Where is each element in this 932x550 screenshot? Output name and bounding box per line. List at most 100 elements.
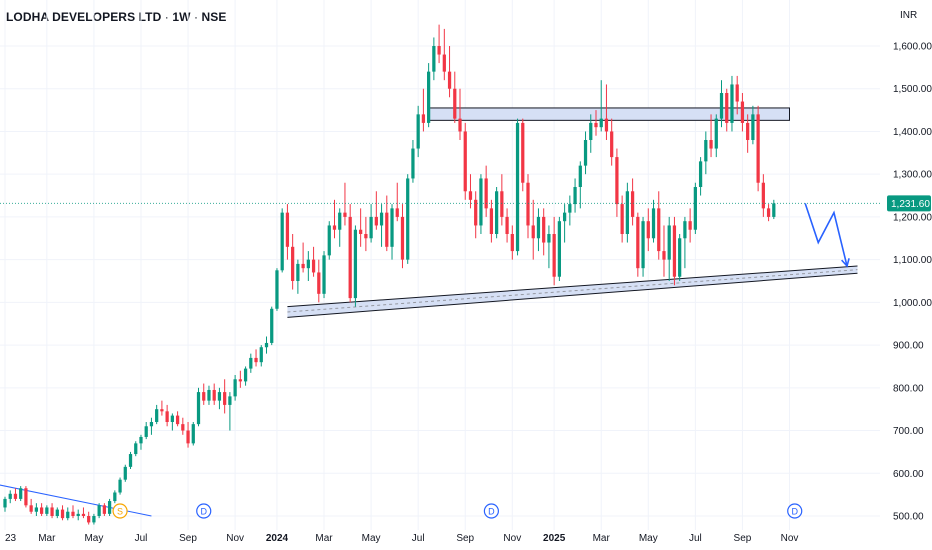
- marker-circle: [483, 503, 499, 519]
- marker-label: S: [117, 507, 123, 517]
- interval-label[interactable]: 1W: [172, 10, 191, 24]
- candle-body: [29, 505, 33, 512]
- drawings: [0, 107, 858, 517]
- candle: [149, 417, 154, 435]
- candle: [693, 182, 697, 234]
- candle-body: [714, 118, 718, 149]
- candle: [343, 182, 347, 226]
- candle-body: [385, 212, 389, 247]
- candle-body: [348, 216, 352, 299]
- split-marker[interactable]: S: [112, 503, 128, 519]
- time-tick-label: Nov: [226, 533, 244, 544]
- dividend-marker[interactable]: D: [483, 503, 499, 519]
- candle: [468, 174, 473, 209]
- candle: [688, 208, 692, 243]
- candle: [562, 204, 567, 243]
- support-channel-mid: [287, 269, 858, 313]
- candle: [557, 216, 562, 281]
- candle: [66, 507, 70, 521]
- support-channel-bottom: [287, 272, 858, 318]
- candle: [411, 140, 415, 183]
- candle: [181, 417, 185, 435]
- candle-body: [311, 259, 316, 273]
- candle-body: [186, 430, 190, 444]
- candle: [50, 503, 54, 519]
- candle-body: [698, 161, 703, 187]
- candle-body: [353, 229, 358, 299]
- candle: [191, 422, 195, 446]
- price-tick-label: 1,200.00: [893, 212, 932, 223]
- candle: [552, 216, 556, 286]
- candle-body: [494, 191, 499, 234]
- dividend-marker[interactable]: D: [787, 503, 803, 519]
- resistance-zone: [428, 107, 790, 121]
- candle: [510, 225, 514, 260]
- candle: [662, 225, 666, 277]
- candle: [400, 204, 405, 269]
- candle-body: [144, 426, 148, 437]
- candle-body: [369, 216, 373, 239]
- candle: [589, 114, 593, 153]
- time-tick-label: Sep: [179, 533, 197, 544]
- candle: [8, 490, 12, 504]
- candle-body: [479, 178, 483, 226]
- candle-body: [657, 208, 661, 252]
- candle-body: [259, 347, 263, 363]
- candle: [630, 178, 635, 226]
- candle-body: [474, 199, 478, 226]
- candle: [683, 216, 687, 269]
- candle-body: [484, 178, 488, 209]
- candle-body: [134, 443, 138, 455]
- candle-body: [139, 436, 143, 444]
- time-tick-label: 23: [5, 533, 17, 544]
- candle: [484, 165, 488, 217]
- candle: [458, 88, 462, 140]
- dividend-marker[interactable]: D: [196, 503, 212, 519]
- last-price-value: 1,231.60: [891, 199, 930, 210]
- candle: [87, 511, 91, 525]
- candle-body: [359, 229, 363, 234]
- candle-body: [249, 357, 253, 369]
- candle: [71, 505, 75, 519]
- candle: [243, 366, 248, 386]
- candle: [641, 216, 645, 277]
- candle-body: [526, 182, 530, 226]
- candle-body: [688, 221, 692, 230]
- candle: [479, 174, 483, 234]
- candle-body: [709, 140, 713, 149]
- candle-body: [416, 114, 420, 149]
- candle-body: [625, 191, 629, 234]
- candle: [97, 503, 101, 519]
- time-tick-label: Mar: [593, 533, 611, 544]
- candle: [102, 503, 106, 516]
- candle: [123, 464, 127, 482]
- candle: [39, 503, 44, 516]
- candle: [144, 422, 148, 440]
- candle: [238, 370, 242, 388]
- candle: [223, 379, 227, 414]
- candle-body: [515, 122, 520, 252]
- candle: [29, 498, 33, 514]
- candle-body: [772, 203, 776, 217]
- candle: [34, 503, 39, 516]
- candle: [202, 383, 206, 405]
- price-tick-label: 900.00: [893, 341, 924, 352]
- candle: [385, 195, 389, 252]
- candle-body: [521, 122, 525, 183]
- candle-body: [447, 71, 452, 89]
- candle: [13, 488, 18, 502]
- overlays: [0, 202, 880, 268]
- candle-body: [610, 131, 614, 158]
- price-axis[interactable]: 1,600.00 1,500.00 1,400.00 1,300.00 1,200.00…: [887, 42, 932, 523]
- time-tick-label: Nov: [781, 533, 799, 544]
- time-axis[interactable]: 23 Mar May Jul Sep Nov 2024 Mar May Jul Sep Nov 2025…: [5, 533, 798, 544]
- marker-circle: [112, 503, 128, 519]
- candle: [542, 208, 546, 256]
- candle: [636, 212, 640, 277]
- candle: [704, 131, 708, 175]
- candle: [766, 204, 771, 222]
- candle: [374, 191, 378, 230]
- candle-body: [505, 216, 509, 234]
